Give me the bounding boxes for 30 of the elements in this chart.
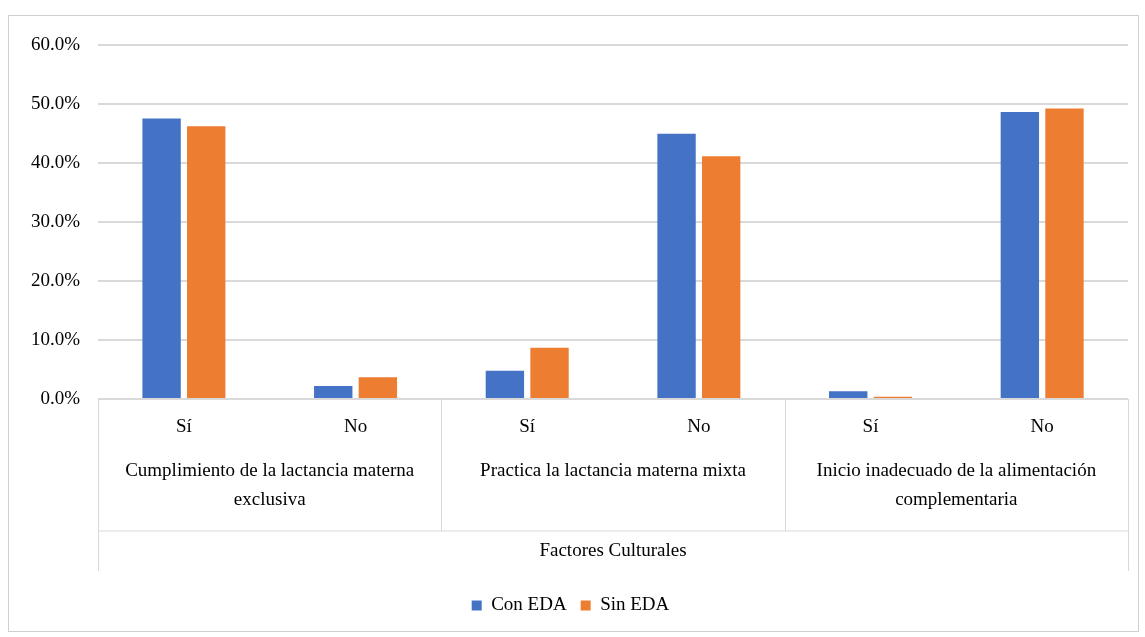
legend-label: Sin EDA [600, 593, 670, 615]
y-tick-label: 50.0% [31, 92, 81, 114]
text: Inicio inadecuado de la alimentación complementaria [816, 458, 1097, 509]
y-tick-label: 10.0% [31, 328, 81, 350]
y-tick-label: 0.0% [40, 386, 81, 408]
bar [1000, 112, 1040, 398]
x-tick-label: Sí [175, 415, 193, 437]
x-tick-label: Sí [519, 415, 536, 437]
text: Practica la lactancia materna mixta [480, 458, 747, 480]
bar [530, 347, 569, 398]
bar [1045, 108, 1084, 398]
y-tick-label: 30.0% [31, 210, 81, 232]
bar [485, 370, 525, 398]
x-tick-label: No [1030, 415, 1054, 437]
y-tick-label: 20.0% [31, 269, 81, 291]
bar [142, 118, 181, 398]
bar [701, 156, 741, 398]
bar [829, 391, 868, 398]
bar [314, 386, 353, 398]
x-tick-label: No [343, 415, 368, 437]
bar [358, 377, 398, 398]
bar [657, 133, 696, 398]
y-tick-label: 60.0% [31, 33, 81, 55]
legend-label: Con EDA [491, 593, 567, 615]
text: Factores Culturales [539, 538, 687, 560]
x-tick-label: No [687, 415, 711, 437]
text: Cumplimiento de la lactancia materna exclusiva [125, 458, 415, 509]
y-tick-label: 40.0% [31, 151, 81, 173]
bar [187, 126, 226, 398]
x-tick-label: Sí [862, 415, 880, 437]
